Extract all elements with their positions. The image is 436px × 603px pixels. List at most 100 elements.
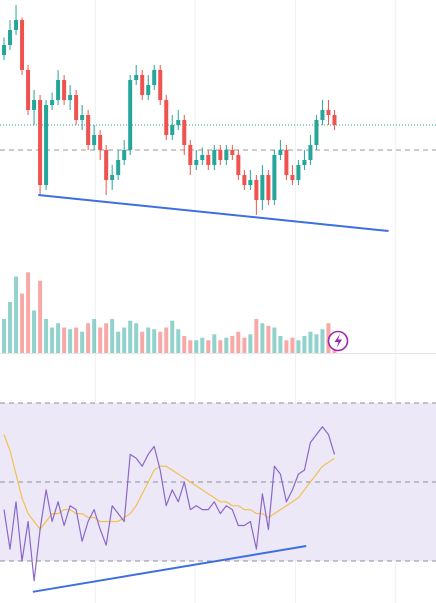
volume-bar xyxy=(182,336,187,353)
candle-body xyxy=(122,150,127,160)
candle-body xyxy=(206,155,211,165)
volume-bar xyxy=(86,323,91,353)
candle-body xyxy=(170,125,175,135)
volume-bar xyxy=(140,331,145,353)
volume-bar xyxy=(116,331,121,353)
volume-bar xyxy=(26,272,31,353)
candle-body xyxy=(116,160,121,175)
volume-bar xyxy=(218,340,223,353)
candle-body xyxy=(224,150,229,160)
trendline xyxy=(38,194,389,232)
candle-body xyxy=(26,70,31,110)
candle-body xyxy=(278,150,283,155)
volume-bar xyxy=(164,327,169,353)
volume-bar xyxy=(20,293,25,353)
candle-body xyxy=(212,150,217,165)
candle-body xyxy=(314,120,319,145)
candle-body xyxy=(134,75,139,80)
volume-bar xyxy=(110,319,115,353)
volume-bar xyxy=(74,327,79,353)
candle-body xyxy=(158,70,163,100)
volume-bar xyxy=(152,329,157,353)
candle-body xyxy=(74,95,79,120)
candle-body xyxy=(308,145,313,160)
candle-body xyxy=(320,110,325,120)
volume-bar xyxy=(188,340,193,353)
candle-body xyxy=(236,155,241,175)
candle-body xyxy=(194,160,199,165)
candle-body xyxy=(110,175,115,180)
volume-bar xyxy=(44,319,49,353)
candle-body xyxy=(200,155,205,160)
volume-bar xyxy=(32,310,37,353)
candle-body xyxy=(266,175,271,200)
volume-bar xyxy=(320,329,325,353)
volume-bar xyxy=(278,336,283,353)
volume-bar xyxy=(146,327,151,353)
volume-bar xyxy=(260,323,265,353)
volume-bar xyxy=(212,334,217,353)
volume-bar xyxy=(80,331,85,353)
volume-bar xyxy=(206,340,211,353)
volume-bar xyxy=(284,340,289,353)
volume-bar xyxy=(50,327,55,353)
volume-bar xyxy=(176,329,181,353)
volume-bar xyxy=(170,320,175,353)
candle-body xyxy=(242,175,247,185)
rsi-line xyxy=(3,426,336,582)
volume-bar xyxy=(290,337,295,353)
candle-body xyxy=(290,175,295,180)
candle-body xyxy=(50,100,55,105)
lightning-icon[interactable] xyxy=(327,330,349,352)
candle-body xyxy=(188,145,193,165)
volume-bar xyxy=(272,327,277,353)
candle-body xyxy=(152,70,157,85)
candle-body xyxy=(86,115,91,145)
volume-bar xyxy=(98,327,103,353)
candle-body xyxy=(326,110,331,115)
volume-bar xyxy=(92,319,97,353)
volume-bar xyxy=(266,325,271,353)
candle-body xyxy=(182,120,187,145)
volume-bar xyxy=(254,319,259,353)
volume-bar xyxy=(68,329,73,353)
volume-bar xyxy=(200,337,205,353)
trendline xyxy=(32,545,307,593)
candle-body xyxy=(20,20,25,70)
candle-body xyxy=(68,95,73,100)
candle-body xyxy=(104,150,109,180)
candle-body xyxy=(332,115,337,125)
candle-body xyxy=(128,80,133,150)
volume-bar xyxy=(242,337,247,353)
volume-bar xyxy=(248,334,253,353)
volume-bar xyxy=(308,331,313,353)
candle-body xyxy=(248,180,253,185)
candle-body xyxy=(254,180,259,200)
volume-bar xyxy=(104,323,109,353)
volume-bar xyxy=(62,327,67,353)
plot xyxy=(0,5,436,593)
candle-body xyxy=(92,135,97,145)
rsi-ma-line xyxy=(3,434,335,530)
candle-body xyxy=(2,45,7,55)
candle-body xyxy=(260,175,265,200)
volume-bar xyxy=(122,327,127,353)
volume-bar xyxy=(8,302,13,353)
volume-bar xyxy=(158,331,163,353)
candle-body xyxy=(284,150,289,175)
candle-body xyxy=(176,120,181,125)
icon-bolt[interactable] xyxy=(334,334,343,348)
volume-bar xyxy=(296,340,301,353)
volume-bar xyxy=(224,337,229,353)
volume-bar xyxy=(194,340,199,353)
candle-body xyxy=(98,135,103,150)
volume-bar xyxy=(56,323,61,353)
candle-body xyxy=(14,20,19,30)
candle-body xyxy=(56,80,61,100)
candle-body xyxy=(164,100,169,135)
volume-bar xyxy=(38,280,43,353)
candle-body xyxy=(218,150,223,160)
volume-bar xyxy=(236,331,241,353)
volume-bar xyxy=(314,334,319,353)
